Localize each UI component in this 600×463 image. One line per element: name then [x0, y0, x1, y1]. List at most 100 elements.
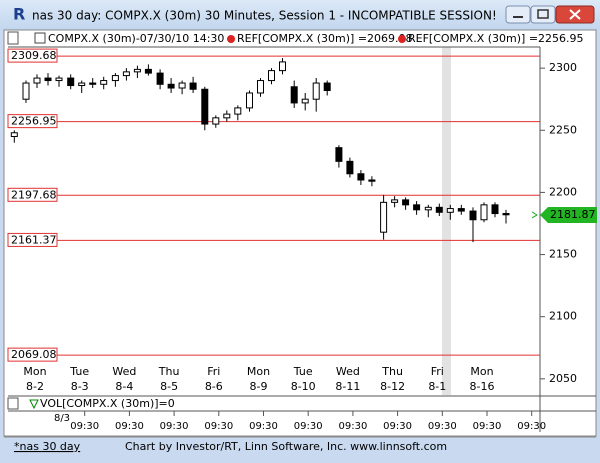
- x-date-label: 8-16: [470, 380, 495, 393]
- app-icon: R: [13, 5, 25, 24]
- x-date-label: 8-10: [291, 380, 316, 393]
- x-date-label: 8-12: [380, 380, 405, 393]
- x-weekday-label: Fri: [431, 365, 444, 378]
- x-date-label: 8-1: [428, 380, 446, 393]
- ref-label-box: [7, 232, 58, 247]
- x-date-label: 8-9: [250, 380, 268, 393]
- candle-body: [189, 82, 197, 90]
- candle-body: [201, 88, 209, 125]
- volume-label: VOL[COMPX.X (30m)]=0: [40, 397, 175, 410]
- x-weekday-label: Mon: [470, 365, 493, 378]
- y-tick-label: 2300: [549, 61, 577, 74]
- candle-body: [391, 199, 399, 203]
- candle-body: [312, 82, 320, 100]
- candle-body: [457, 208, 465, 212]
- chart-area: [3, 29, 597, 437]
- candle-body: [133, 68, 141, 73]
- candle-body: [55, 77, 63, 82]
- candle-body: [111, 75, 119, 82]
- ref-label-box: [7, 347, 58, 362]
- ref-label: REF[COMPX.X (30m)] =2069.08: [237, 32, 413, 45]
- candle-body: [368, 179, 376, 182]
- candle-body: [78, 82, 86, 87]
- candle-body: [67, 77, 75, 87]
- candle-body: [100, 80, 108, 85]
- x-date-label: 8-3: [71, 380, 89, 393]
- candle-body: [435, 206, 443, 213]
- x-weekday-label: Mon: [247, 365, 270, 378]
- maximize-button[interactable]: [530, 5, 556, 24]
- candle-body: [290, 86, 298, 104]
- candle-body: [402, 199, 410, 206]
- x-weekday-label: Thu: [158, 365, 180, 378]
- candle-body: [491, 204, 499, 215]
- time-label: 09:30: [204, 421, 233, 432]
- x-date-label: 8-5: [160, 380, 178, 393]
- x-weekday-label: Tue: [293, 365, 313, 378]
- candle-body: [22, 82, 30, 100]
- x-weekday-label: Mon: [23, 365, 46, 378]
- ref-label: 2309.68: [11, 49, 57, 62]
- candle-body: [424, 206, 432, 211]
- volume-box: [7, 397, 19, 410]
- time-label: 09:30: [115, 421, 144, 432]
- candle-body: [156, 72, 164, 85]
- y-tick-label: 2200: [549, 185, 577, 198]
- window-title: nas 30 day: COMPX.X (30m) 30 Minutes, Se…: [32, 9, 497, 23]
- candle-body: [346, 160, 354, 175]
- title-bar: [0, 0, 600, 30]
- candle-body: [323, 82, 331, 91]
- close-glyph: [569, 9, 581, 20]
- candle-body: [301, 98, 309, 104]
- candle-body: [44, 77, 52, 82]
- candle-body: [10, 132, 18, 137]
- y-tick-label: 2150: [549, 248, 577, 261]
- candle-body: [469, 210, 477, 221]
- ref-icon: [398, 35, 406, 43]
- volume-icon: [29, 399, 39, 410]
- last-value-label: 2181.87: [550, 208, 596, 221]
- candle-body: [122, 71, 130, 77]
- footer-link[interactable]: *nas 30 day: [14, 440, 81, 453]
- symbol-label: COMPX.X (30m)-07/30/10 14:30: [48, 32, 224, 45]
- time-label: 09:30: [517, 421, 546, 432]
- time-label: 09:30: [473, 421, 502, 432]
- y-tick-label: 2050: [549, 372, 577, 385]
- candle-body: [167, 83, 175, 89]
- candle-body: [246, 92, 253, 109]
- x-weekday-label: Tue: [69, 365, 89, 378]
- candle-body: [144, 68, 152, 74]
- x-date-label: 8-6: [205, 380, 223, 393]
- candle-body: [212, 117, 220, 125]
- time-label: 09:30: [383, 421, 412, 432]
- footer-credit: Chart by Investor/RT, Linn Software, Inc…: [125, 440, 447, 453]
- candle-body: [223, 113, 231, 119]
- ref-icon: [227, 35, 235, 43]
- candle-body: [357, 173, 365, 181]
- x-weekday-label: Wed: [112, 365, 136, 378]
- session-shade: [442, 47, 451, 395]
- ref-label: 2256.95: [11, 115, 57, 128]
- candle-body: [89, 82, 97, 85]
- time-label: 09:30: [70, 421, 99, 432]
- candle-body: [234, 107, 242, 115]
- time-label: 09:30: [249, 421, 278, 432]
- x-weekday-label: Wed: [336, 365, 360, 378]
- x-weekday-label: Thu: [381, 365, 403, 378]
- ref-label: 2161.37: [11, 233, 57, 246]
- candle-body: [268, 70, 275, 82]
- y-tick-label: 2100: [549, 310, 577, 323]
- candle-body: [380, 201, 388, 233]
- candle-body: [279, 61, 286, 72]
- ref-label-box: [7, 48, 58, 63]
- ref-label: 2197.68: [11, 188, 57, 201]
- maximize-glyph: [537, 9, 549, 19]
- ref-label-box: [7, 114, 58, 129]
- minimize-button[interactable]: [505, 5, 531, 24]
- candle-body: [33, 77, 41, 84]
- last-value-pointer: [531, 211, 538, 219]
- time-label: 09:30: [160, 421, 189, 432]
- candle-body: [502, 213, 510, 216]
- last-value-marker: [540, 206, 597, 223]
